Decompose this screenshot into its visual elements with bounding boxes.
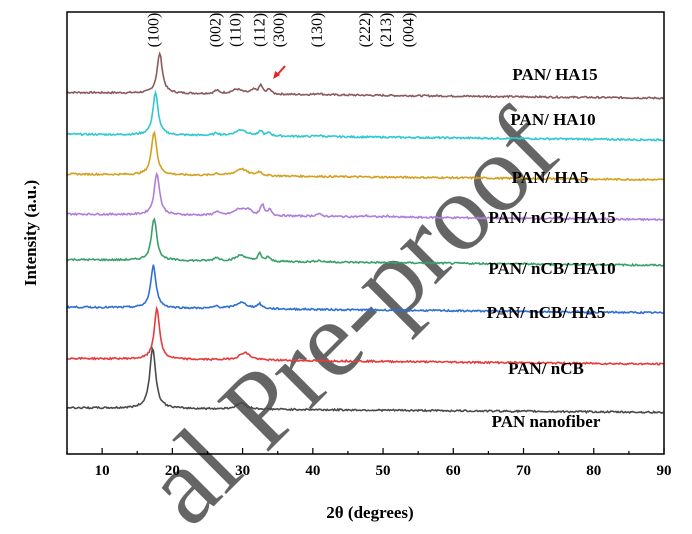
series-line	[66, 51, 664, 100]
peak-index-label: (213)	[378, 13, 395, 48]
series-line	[66, 171, 664, 222]
series-line	[66, 346, 664, 415]
y-axis-title: Intensity (a.u.)	[21, 180, 40, 286]
series-label: PAN/ HA15	[512, 65, 597, 84]
peak-index-label: (002)	[207, 13, 224, 48]
x-tick-label: 50	[376, 463, 391, 479]
series-label: PAN/ HA10	[510, 110, 595, 129]
peak-index-label: (222)	[357, 13, 374, 48]
x-tick-label: 60	[446, 463, 461, 479]
peak-index-label: (004)	[400, 13, 417, 48]
x-tick-label: 40	[305, 463, 320, 479]
series-label: PAN/ HA5	[512, 168, 589, 187]
x-tick-label: 10	[95, 463, 110, 479]
peak-index-label: (100)	[145, 13, 162, 48]
series-label: PAN nanofiber	[492, 412, 601, 431]
series-line	[67, 217, 664, 268]
peak-index-label: (110)	[228, 13, 245, 47]
series-line	[66, 264, 664, 315]
series-label: PAN/ nCB/ HA15	[488, 208, 615, 227]
series-line	[67, 130, 664, 182]
series-label: PAN/ nCB/ HA5	[487, 303, 606, 322]
x-tick-label: 20	[165, 463, 180, 479]
peak-index-label: (130)	[309, 13, 326, 48]
x-tick-label: 30	[235, 463, 250, 479]
plot-frame	[66, 11, 665, 455]
x-axis: 10 20 30 40 50 60 70 80 90	[66, 448, 672, 479]
series-layer	[66, 51, 664, 415]
series-line	[66, 305, 664, 366]
peak-arrow-head	[273, 71, 281, 79]
x-tick-label: 90	[657, 463, 672, 479]
x-axis-title: 2θ (degrees)	[326, 503, 413, 522]
peak-index-label: (112)	[252, 13, 269, 47]
x-tick-label: 80	[586, 463, 601, 479]
x-tick-label: 70	[516, 463, 531, 479]
series-label: PAN/ nCB/ HA10	[488, 259, 615, 278]
series-label: PAN/ nCB	[508, 359, 584, 378]
peak-index-label: (300)	[271, 13, 288, 48]
series-label-layer: PAN/ HA15 PAN/ HA10 PAN/ HA5 PAN/ nCB/ HA15…	[487, 65, 616, 431]
series-line	[66, 89, 664, 142]
peak-annotation-layer: (100) (002) (110) (112) (300) (130) (222) (213)…	[145, 13, 417, 79]
